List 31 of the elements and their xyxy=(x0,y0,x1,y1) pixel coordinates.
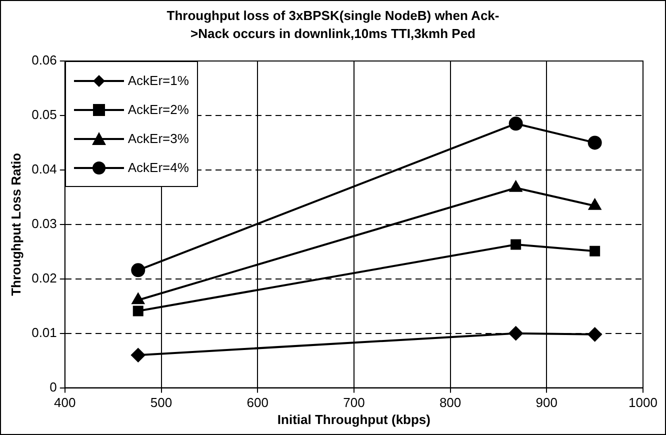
point xyxy=(510,239,522,250)
y-tick-label: 0.02 xyxy=(32,270,57,286)
point xyxy=(131,348,146,362)
y-tick-label: 0.03 xyxy=(32,216,57,231)
legend-label: AckEr=3% xyxy=(128,131,189,146)
x-tick-label: 700 xyxy=(343,395,365,410)
y-tick-label: 0.04 xyxy=(32,162,57,177)
x-tick-label: 900 xyxy=(536,395,558,410)
y-tick-label: 0.01 xyxy=(32,324,57,340)
legend-label: AckEr=2% xyxy=(128,102,189,117)
y-axis-title: Throughput Loss Ratio xyxy=(8,152,24,296)
point xyxy=(508,116,523,131)
x-tick-label: 800 xyxy=(439,395,462,410)
point xyxy=(132,293,144,304)
x-tick-label: 500 xyxy=(150,395,172,410)
x-tick-label: 600 xyxy=(246,395,268,410)
x-axis-title: Initial Throughput (kbps) xyxy=(277,412,430,427)
legend-label: AckEr=4% xyxy=(128,160,189,175)
legend-label: AckEr=1% xyxy=(128,73,189,88)
y-tick-label: 0.05 xyxy=(32,107,57,122)
y-tick-label: 0.06 xyxy=(32,52,57,68)
y-tick-label: 0 xyxy=(50,379,57,394)
point xyxy=(588,136,602,150)
point xyxy=(132,306,144,316)
chart-title: Throughput loss of 3xBPSK(single NodeB) when Ack->Nack occurs in downlink,10ms TTI,3kmh Ped xyxy=(166,7,500,43)
point xyxy=(508,326,523,340)
point xyxy=(588,327,602,342)
point xyxy=(131,263,146,278)
x-tick-label: 1000 xyxy=(628,395,658,410)
point xyxy=(590,246,600,256)
x-tick-label: 400 xyxy=(54,395,76,410)
